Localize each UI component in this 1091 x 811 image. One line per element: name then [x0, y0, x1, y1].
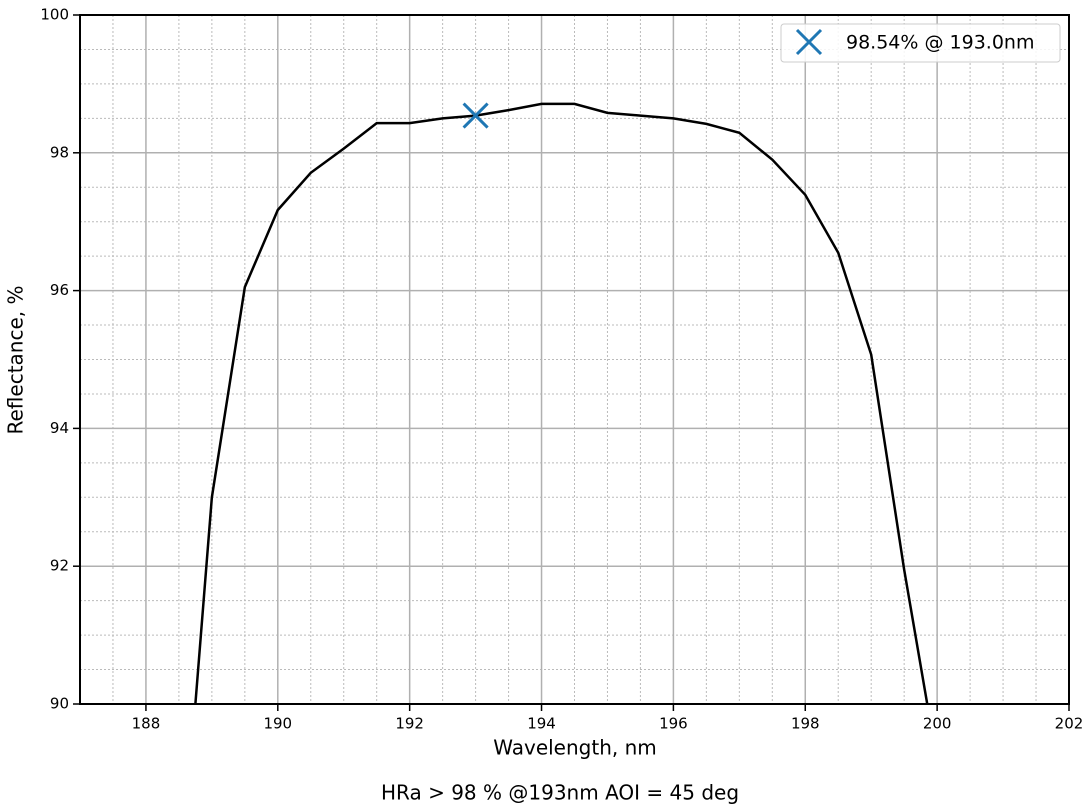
x-tick-label: 188 — [132, 715, 161, 733]
x-tick-label: 196 — [659, 715, 688, 733]
legend-box — [780, 23, 1061, 63]
y-tick-label: 90 — [50, 695, 69, 713]
x-tick-label: 194 — [527, 715, 556, 733]
x-tick-label: 198 — [791, 715, 820, 733]
plot-frame — [79, 14, 1070, 705]
x-tick-label: 190 — [263, 715, 292, 733]
legend-swatch — [795, 28, 823, 56]
y-tick-label: 100 — [40, 6, 69, 24]
data-line — [194, 102, 929, 704]
x-tick-label: 192 — [395, 715, 424, 733]
x-axis-label: Wavelength, nm — [493, 736, 657, 760]
subtitle: HRa > 98 % @193nm AOI = 45 deg — [381, 781, 739, 805]
x-tick-label: 202 — [1055, 715, 1084, 733]
y-tick-label: 98 — [50, 143, 69, 161]
legend-label: 98.54% @ 193.0nm — [846, 32, 1034, 54]
legend-entry: 98.54% @ 193.0nm — [795, 28, 1034, 56]
marker-x — [462, 102, 489, 129]
y-tick-label: 96 — [50, 281, 69, 299]
y-tick-label: 94 — [50, 419, 69, 437]
y-axis-label: Reflectance, % — [4, 286, 28, 435]
x-tick-label: 200 — [923, 715, 952, 733]
y-tick-label: 92 — [50, 557, 69, 575]
